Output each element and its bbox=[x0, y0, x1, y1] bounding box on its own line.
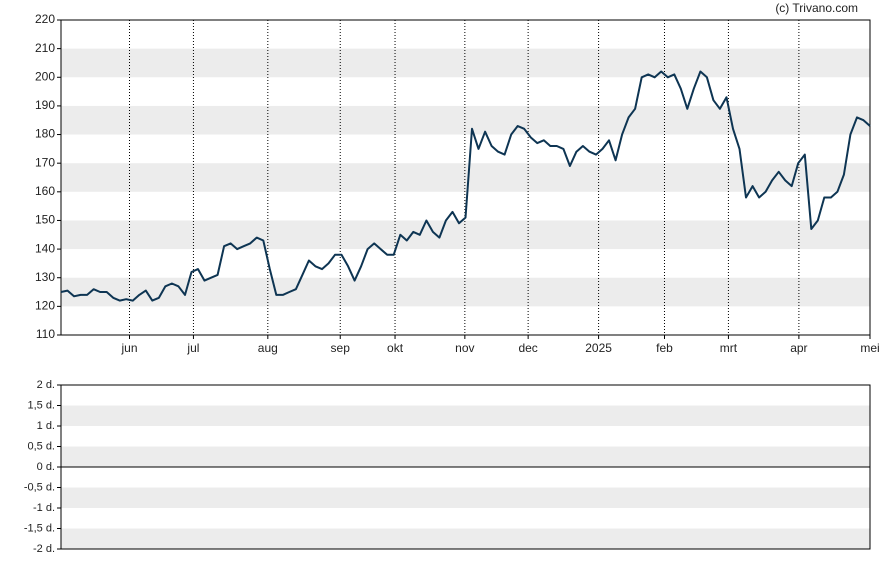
y-tick-label: 160 bbox=[35, 184, 55, 198]
price-line bbox=[60, 70, 871, 302]
y-tick-label: 1,5 d. bbox=[27, 399, 55, 411]
grid-band bbox=[61, 277, 870, 307]
y-tick-label: 190 bbox=[35, 98, 55, 112]
y-tick-label: 1 d. bbox=[37, 420, 55, 432]
grid-band bbox=[61, 105, 870, 135]
y-tick-label: 0,5 d. bbox=[27, 440, 55, 452]
y-tick-label: 200 bbox=[35, 69, 55, 83]
x-tick-label: jun bbox=[120, 341, 137, 355]
y-tick-label: 120 bbox=[35, 299, 55, 313]
y-tick-label: -2 d. bbox=[33, 543, 55, 555]
x-tick-label: dec bbox=[518, 341, 537, 355]
plot-frame bbox=[60, 384, 871, 550]
source: (c) Trivano.com bbox=[775, 1, 858, 15]
y-tick-label: 210 bbox=[35, 41, 55, 55]
plot-frame bbox=[60, 19, 871, 336]
x-tick-label: feb bbox=[656, 341, 673, 355]
x-tick-label: apr bbox=[790, 341, 807, 355]
x-tick-label: nov bbox=[455, 341, 474, 355]
y-tick-label: 170 bbox=[35, 155, 55, 169]
y-tick-label: 140 bbox=[35, 241, 55, 255]
grid-band bbox=[61, 446, 870, 467]
grid-band bbox=[61, 163, 870, 192]
y-tick-label: 130 bbox=[35, 270, 55, 284]
x-tick-label: 2025 bbox=[585, 341, 612, 355]
grid-band bbox=[61, 48, 870, 78]
y-tick-label: 180 bbox=[35, 127, 55, 141]
y-tick-label: -1,5 d. bbox=[24, 522, 55, 534]
x-tick-label: mrt bbox=[720, 341, 738, 355]
y-tick-label: 110 bbox=[36, 327, 55, 341]
x-tick-label: jul bbox=[186, 341, 199, 355]
x-tick-label: mei bbox=[860, 341, 879, 355]
grid-band bbox=[61, 220, 870, 250]
y-tick-label: -0,5 d. bbox=[24, 481, 55, 493]
grid-band bbox=[61, 528, 870, 549]
y-tick-label: 150 bbox=[35, 213, 55, 227]
y-tick-label: 2 d. bbox=[37, 379, 55, 391]
x-tick-label: aug bbox=[258, 341, 278, 355]
grid-band bbox=[61, 487, 870, 508]
x-tick-label: okt bbox=[387, 341, 404, 355]
y-tick-label: -1 d. bbox=[33, 502, 55, 514]
x-tick-label: sep bbox=[331, 341, 351, 355]
grid-band bbox=[61, 405, 870, 426]
y-tick-label: 220 bbox=[35, 12, 55, 26]
y-tick-label: 0 d. bbox=[37, 461, 55, 473]
